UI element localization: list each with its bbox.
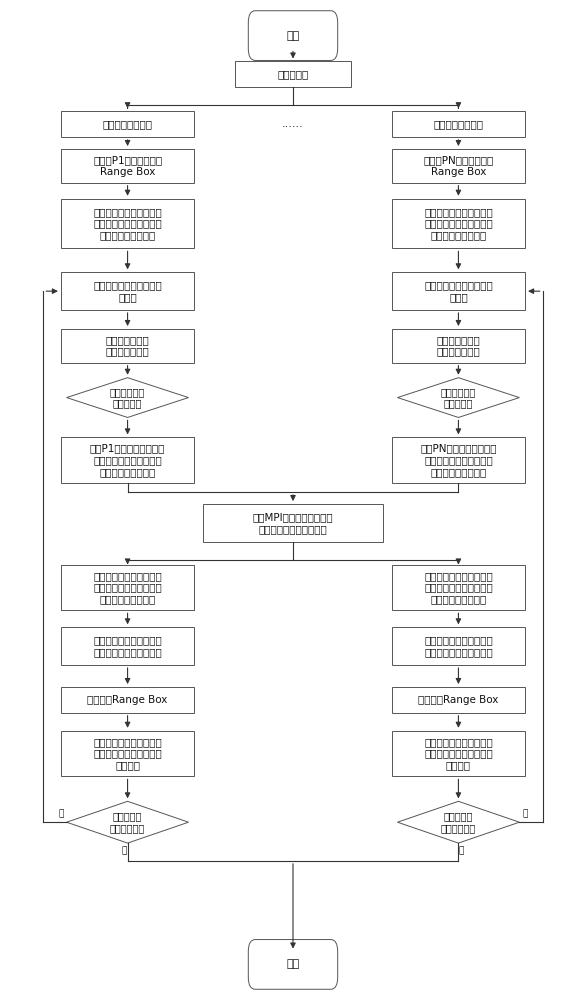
FancyBboxPatch shape <box>391 272 525 310</box>
Text: 更新节点数据：
坐标、节点速度: 更新节点数据： 坐标、节点速度 <box>105 335 149 357</box>
FancyBboxPatch shape <box>248 940 338 989</box>
Text: 更新节点数据：
坐标、节点速度: 更新节点数据： 坐标、节点速度 <box>437 335 481 357</box>
Text: 初始化P1处理器上节点
Range Box: 初始化P1处理器上节点 Range Box <box>93 155 162 177</box>
FancyBboxPatch shape <box>235 61 351 87</box>
FancyBboxPatch shape <box>391 149 525 183</box>
Text: 初始化节点信息、物质点
信息、物质点形函数、形
函数导数、变形梯度: 初始化节点信息、物质点 信息、物质点形函数、形 函数导数、变形梯度 <box>93 207 162 240</box>
FancyBboxPatch shape <box>203 504 383 542</box>
Polygon shape <box>67 801 189 843</box>
FancyBboxPatch shape <box>391 437 525 483</box>
Text: 迭代判断：
是否结束计算: 迭代判断： 是否结束计算 <box>441 811 476 833</box>
Text: 计算节点力、质量矩阵、
加速度: 计算节点力、质量矩阵、 加速度 <box>424 280 493 302</box>
Text: 接收来自所有处理器的相
应局部带状矩阵，并将其
组合为全局带状矩阵: 接收来自所有处理器的相 应局部带状矩阵，并将其 组合为全局带状矩阵 <box>93 571 162 604</box>
Text: 更新节点Range Box: 更新节点Range Box <box>418 695 499 705</box>
FancyBboxPatch shape <box>391 111 525 137</box>
Text: 计算P1处理器上的局部矩
阵，并将该局部矩阵划分
为若干局部带状矩阵: 计算P1处理器上的局部矩 阵，并将该局部矩阵划分 为若干局部带状矩阵 <box>90 444 165 477</box>
Text: 计算PN处理器上的局部矩
阵，并将该局部矩阵划分
为若干局部带状矩阵: 计算PN处理器上的局部矩 阵，并将该局部矩阵划分 为若干局部带状矩阵 <box>420 444 497 477</box>
FancyBboxPatch shape <box>391 199 525 248</box>
Text: 更新物质点数据、坐标、
变形梯度、邻域、形函数
及其导数: 更新物质点数据、坐标、 变形梯度、邻域、形函数 及其导数 <box>424 737 493 770</box>
Text: 更新节点Range Box: 更新节点Range Box <box>87 695 168 705</box>
FancyBboxPatch shape <box>61 731 195 776</box>
Text: 否: 否 <box>522 809 527 818</box>
Text: 更新物质点数据、坐标、
变形梯度、邻域、形函数
及其导数: 更新物质点数据、坐标、 变形梯度、邻域、形函数 及其导数 <box>93 737 162 770</box>
FancyBboxPatch shape <box>391 687 525 713</box>
Text: 初始化节点信息、物质点
信息、物质点形函数、形
函数导数、变形梯度: 初始化节点信息、物质点 信息、物质点形函数、形 函数导数、变形梯度 <box>424 207 493 240</box>
FancyBboxPatch shape <box>391 565 525 610</box>
FancyBboxPatch shape <box>391 329 525 363</box>
Text: 判断是否进行
温度场计算: 判断是否进行 温度场计算 <box>110 387 145 408</box>
FancyBboxPatch shape <box>61 437 195 483</box>
FancyBboxPatch shape <box>391 731 525 776</box>
Text: 接收来自所有处理器的相
应局部带状矩阵，并将其
组合为全局带状矩阵: 接收来自所有处理器的相 应局部带状矩阵，并将其 组合为全局带状矩阵 <box>424 571 493 604</box>
FancyBboxPatch shape <box>61 329 195 363</box>
FancyBboxPatch shape <box>61 199 195 248</box>
FancyBboxPatch shape <box>248 11 338 60</box>
Text: 是: 是 <box>459 846 464 855</box>
FancyBboxPatch shape <box>61 149 195 183</box>
Text: 通过MPI将相应的局部带状
矩阵传递给相应的处理器: 通过MPI将相应的局部带状 矩阵传递给相应的处理器 <box>253 512 333 534</box>
FancyBboxPatch shape <box>61 111 195 137</box>
Text: 输入求解器进行线性方程
组的求解，并得到温度场: 输入求解器进行线性方程 组的求解，并得到温度场 <box>93 635 162 657</box>
Text: 初始化PN处理器上节点
Range Box: 初始化PN处理器上节点 Range Box <box>423 155 493 177</box>
Text: 是: 是 <box>122 846 127 855</box>
FancyBboxPatch shape <box>61 627 195 665</box>
Text: 物质点划分: 物质点划分 <box>277 69 309 79</box>
Text: 初始化物质点邻域: 初始化物质点邻域 <box>103 119 152 129</box>
Polygon shape <box>67 378 189 417</box>
Text: 计算节点力、质量矩阵、
加速度: 计算节点力、质量矩阵、 加速度 <box>93 280 162 302</box>
FancyBboxPatch shape <box>61 272 195 310</box>
FancyBboxPatch shape <box>61 687 195 713</box>
Polygon shape <box>397 801 519 843</box>
Text: 输入求解器进行线性方程
组的求解，并得到温度场: 输入求解器进行线性方程 组的求解，并得到温度场 <box>424 635 493 657</box>
Text: 结束: 结束 <box>287 959 299 969</box>
Text: 开始: 开始 <box>287 31 299 41</box>
Text: ......: ...... <box>282 119 304 129</box>
Text: 初始化物质点邻域: 初始化物质点邻域 <box>434 119 483 129</box>
Text: 否: 否 <box>59 809 64 818</box>
Polygon shape <box>397 378 519 417</box>
FancyBboxPatch shape <box>391 627 525 665</box>
Text: 迭代判断：
是否结束计算: 迭代判断： 是否结束计算 <box>110 811 145 833</box>
Text: 判断是否进行
温度场计算: 判断是否进行 温度场计算 <box>441 387 476 408</box>
FancyBboxPatch shape <box>61 565 195 610</box>
